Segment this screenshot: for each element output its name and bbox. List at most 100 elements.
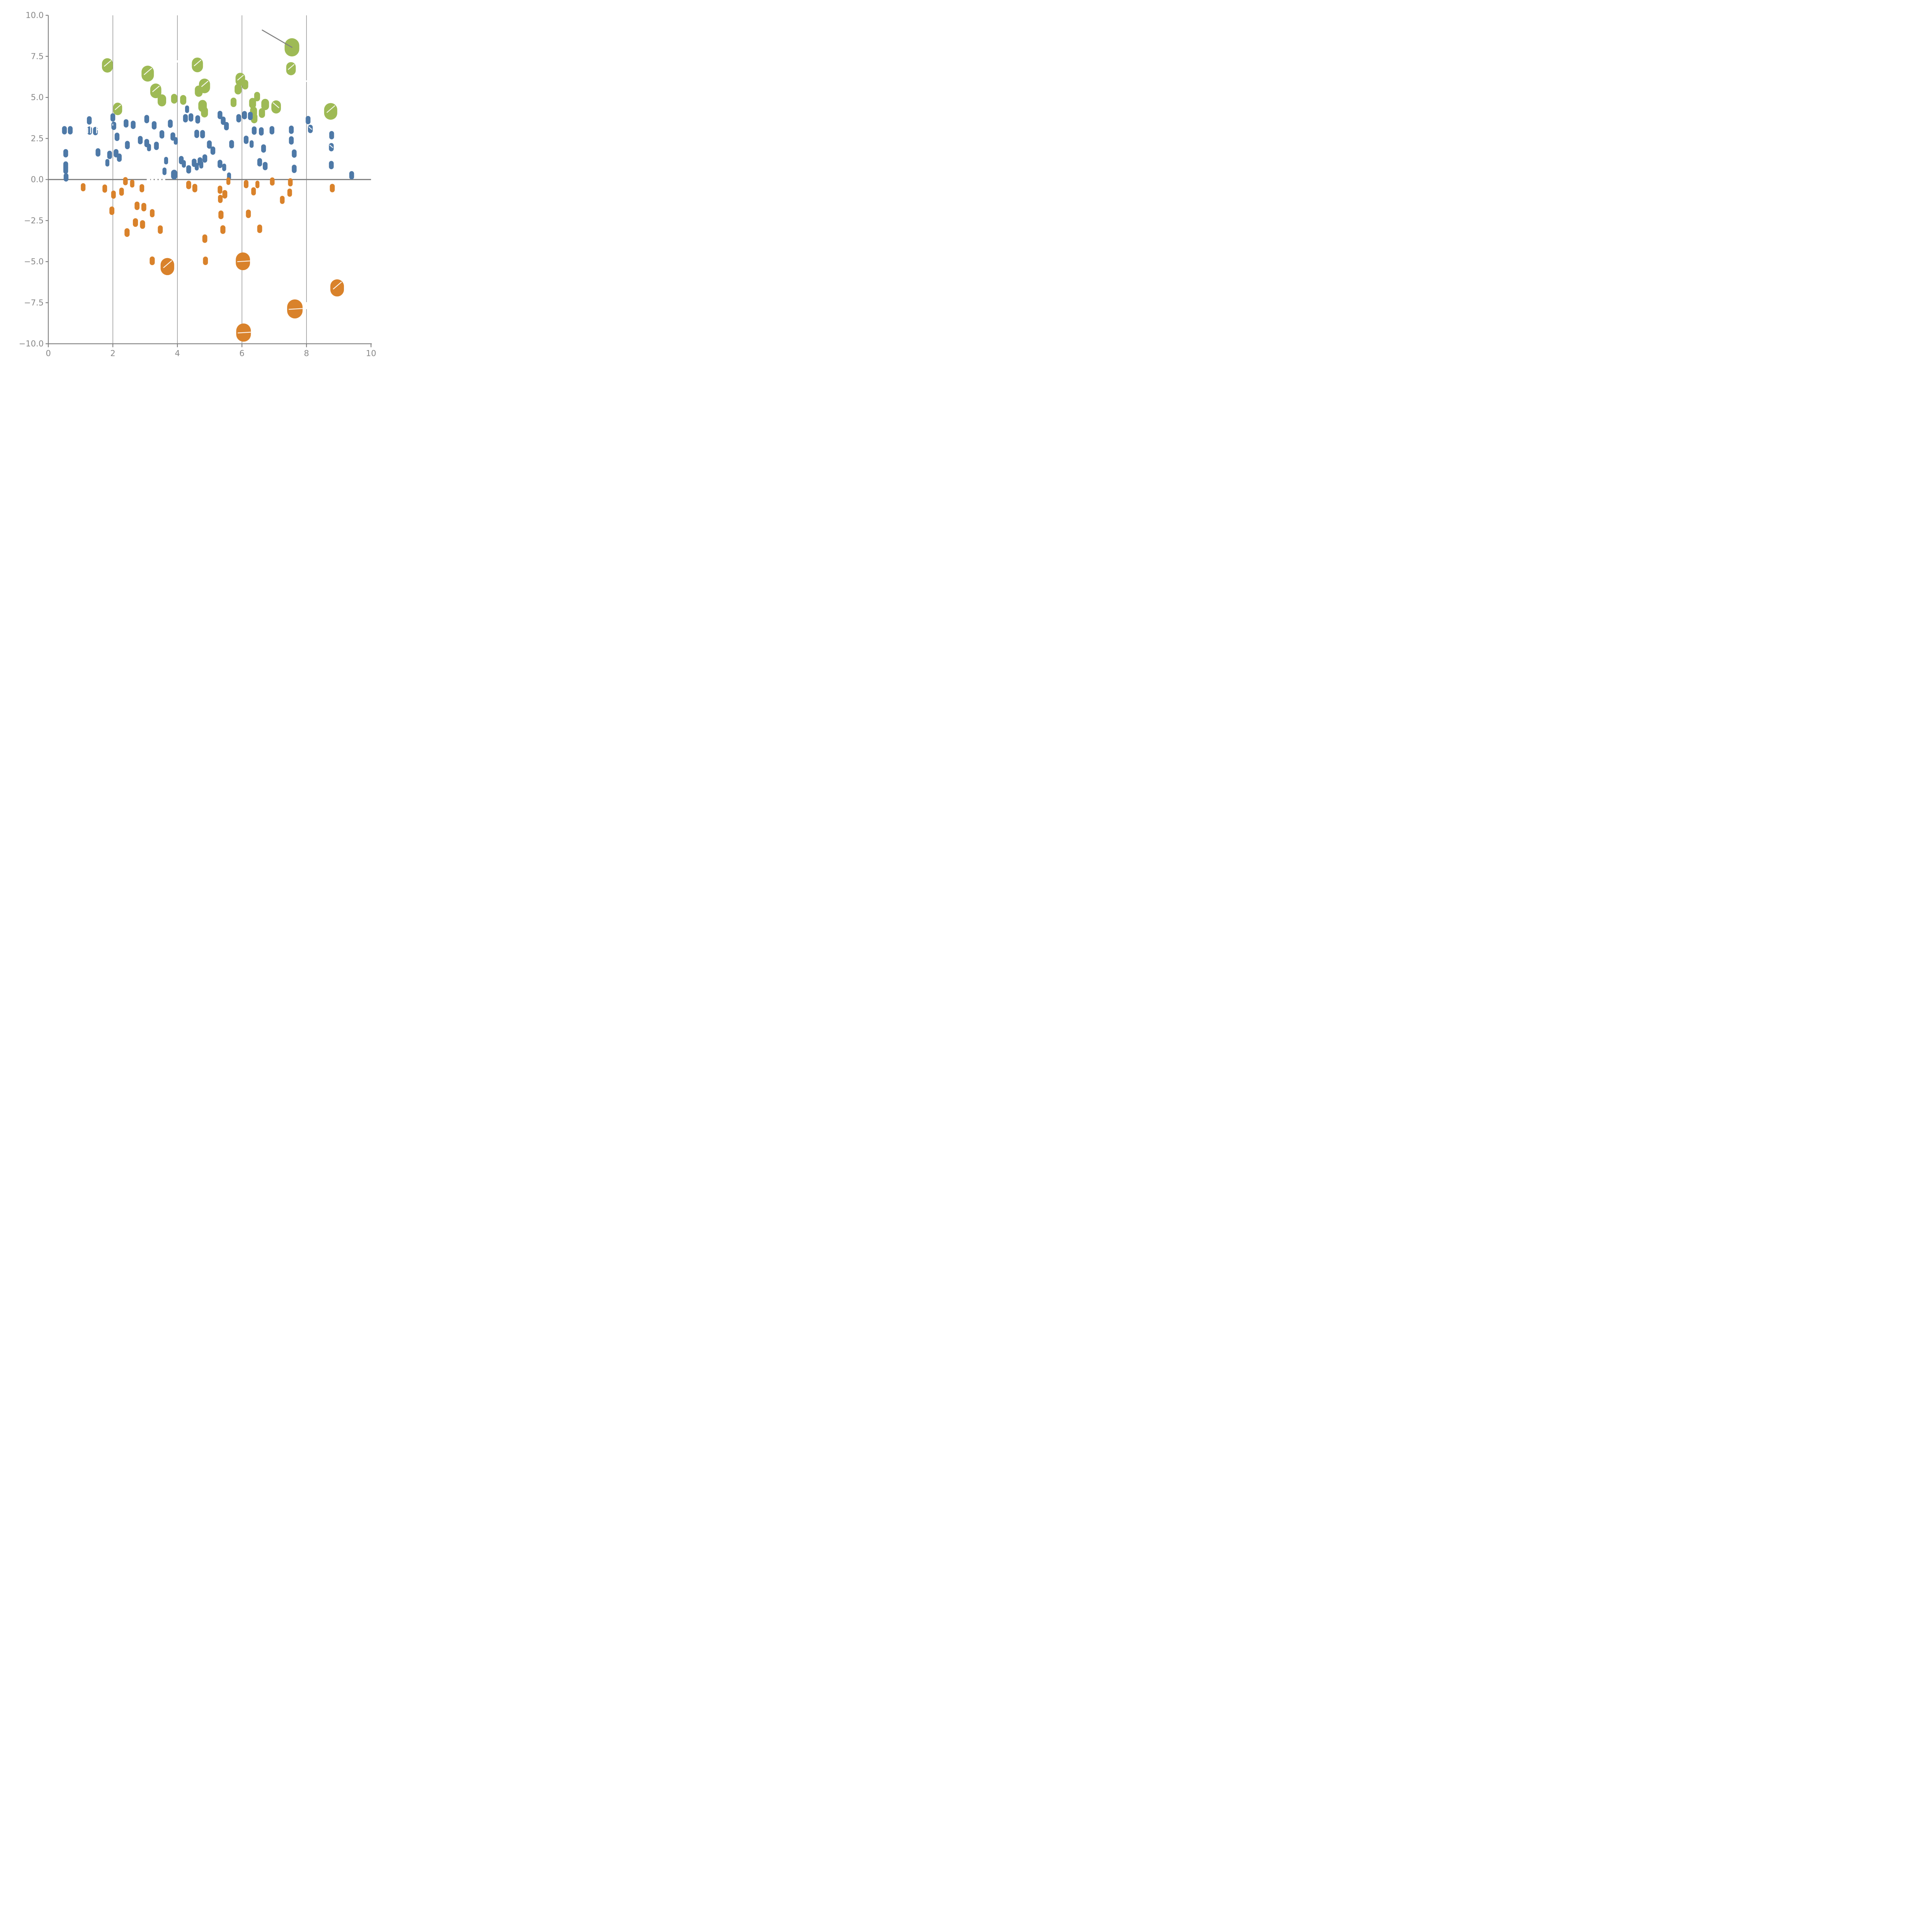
bubble-highlight-slash xyxy=(163,260,172,268)
bubble-highlight-slash xyxy=(115,104,121,110)
bubble-highlight-slash xyxy=(288,308,303,310)
blue-scatter-point xyxy=(124,119,129,128)
blue-scatter-point xyxy=(329,143,334,151)
green-scatter-point xyxy=(192,57,203,72)
bubble-highlight-slash xyxy=(288,64,294,70)
blue-scatter-point xyxy=(329,161,334,169)
bubble-highlight-slash xyxy=(201,81,209,87)
blue-scatter-point xyxy=(105,159,110,167)
orange-scatter-point xyxy=(218,210,224,219)
x-tick-label: 2 xyxy=(110,349,115,358)
blue-scatter-point xyxy=(243,135,249,144)
y-tick-label: 2.5 xyxy=(31,134,44,143)
blue-scatter-point xyxy=(308,124,313,133)
blue-scatter-point xyxy=(63,149,68,158)
blue-scatter-point xyxy=(183,114,188,122)
blue-scatter-point xyxy=(252,126,257,135)
orange-scatter-point xyxy=(124,228,130,237)
blue-scatter-point xyxy=(62,126,67,134)
blue-scatter-point xyxy=(195,115,200,124)
blue-scatter-point xyxy=(222,163,226,171)
blue-scatter-point xyxy=(261,144,266,153)
zero-line-dash-cut xyxy=(158,179,162,180)
orange-scatter-point xyxy=(102,184,107,193)
orange-scatter-point xyxy=(280,196,285,204)
y-tick-label: 7.5 xyxy=(31,52,44,61)
orange-scatter-point xyxy=(140,220,145,229)
blue-scatter-point xyxy=(110,113,116,122)
y-tick-label: −5.0 xyxy=(24,257,44,266)
green-scatter-point xyxy=(242,80,248,90)
blue-scatter-point xyxy=(202,154,207,163)
zero-line-dash-cut xyxy=(155,179,158,180)
y-tick-label: 0.0 xyxy=(31,175,44,184)
tiny-white-cut xyxy=(112,124,114,126)
orange-scatter-point xyxy=(257,224,262,233)
green-scatter-point xyxy=(141,65,154,82)
orange-scatter-point xyxy=(192,184,197,192)
blue-scatter-point xyxy=(164,156,168,165)
green-scatter-point xyxy=(271,100,281,114)
orange-scatter-point xyxy=(81,183,86,192)
blue-scatter-point xyxy=(257,158,262,167)
blue-scatter-point xyxy=(259,127,264,136)
blue-scatter-point xyxy=(263,162,268,170)
bubble-highlight-slash xyxy=(144,68,152,75)
bubble-highlight-slash xyxy=(333,282,342,289)
y-tick-label: −7.5 xyxy=(24,298,44,307)
blue-scatter-point xyxy=(131,121,136,129)
blue-scatter-point xyxy=(329,131,334,139)
green-scatter-point xyxy=(324,103,337,120)
blue-scatter-point xyxy=(107,151,112,159)
orange-scatter-point xyxy=(119,187,124,196)
orange-scatter-point xyxy=(251,187,256,196)
blue-scatter-point xyxy=(185,105,189,113)
orange-scatter-point xyxy=(270,177,275,186)
blue-scatter-point xyxy=(207,140,212,149)
orange-scatter-point xyxy=(246,209,251,218)
blue-scatter-point xyxy=(224,122,229,131)
orange-scatter-point xyxy=(202,234,207,243)
orange-scatter-point xyxy=(111,190,116,199)
blue-scatter-point xyxy=(114,133,120,141)
x-tick-label: 4 xyxy=(175,349,180,358)
blue-scatter-point xyxy=(289,136,294,145)
orange-scatter-point xyxy=(141,203,146,211)
orange-scatter-point xyxy=(288,178,293,187)
blue-scatter-point xyxy=(168,119,173,128)
bubble-highlight-slash xyxy=(329,145,333,148)
blue-scatter-point xyxy=(147,143,151,151)
green-scatter-point xyxy=(195,85,203,97)
bubble-highlight-slash xyxy=(327,105,335,113)
y-tick-label: −10.0 xyxy=(19,339,44,349)
blue-scatter-point xyxy=(218,160,223,168)
blue-scatter-point xyxy=(248,112,253,120)
blue-scatter-point xyxy=(151,121,157,130)
blue-scatter-point xyxy=(173,137,178,145)
green-scatter-point xyxy=(249,98,256,109)
orange-scatter-point xyxy=(330,184,335,192)
orange-scatter-point xyxy=(287,189,292,197)
blue-scatter-point xyxy=(289,126,294,134)
bubble-highlight-slash xyxy=(308,126,312,130)
orange-scatter-point xyxy=(134,201,140,210)
y-tick-label: 10.0 xyxy=(26,11,44,20)
annotation-line xyxy=(262,29,293,48)
scatter-chart: il K 10.0 7.5 5.0 2.5 0.0 −2.5 −5.0 −7.5 −10.00 2 4… xyxy=(19,11,376,358)
orange-scatter-point xyxy=(158,225,163,234)
blue-scatter-point xyxy=(199,161,204,169)
zero-line-dash-cut xyxy=(151,179,154,180)
blue-scatter-point xyxy=(93,127,98,136)
blue-scatter-point xyxy=(306,116,311,124)
bubble-highlight-slash xyxy=(152,85,160,92)
x-tick-label: 8 xyxy=(304,349,309,358)
green-scatter-point xyxy=(261,99,269,110)
orange-scatter-point xyxy=(130,180,134,188)
bubble-highlight-slash xyxy=(237,75,244,81)
blue-scatter-point xyxy=(144,115,149,123)
bubble-highlight-slash xyxy=(272,102,279,108)
gridline-gap-cut xyxy=(306,302,307,309)
x-tick-label: 10 xyxy=(366,349,376,358)
blue-scatter-point xyxy=(162,167,167,175)
x-tick-label: 0 xyxy=(46,349,51,358)
